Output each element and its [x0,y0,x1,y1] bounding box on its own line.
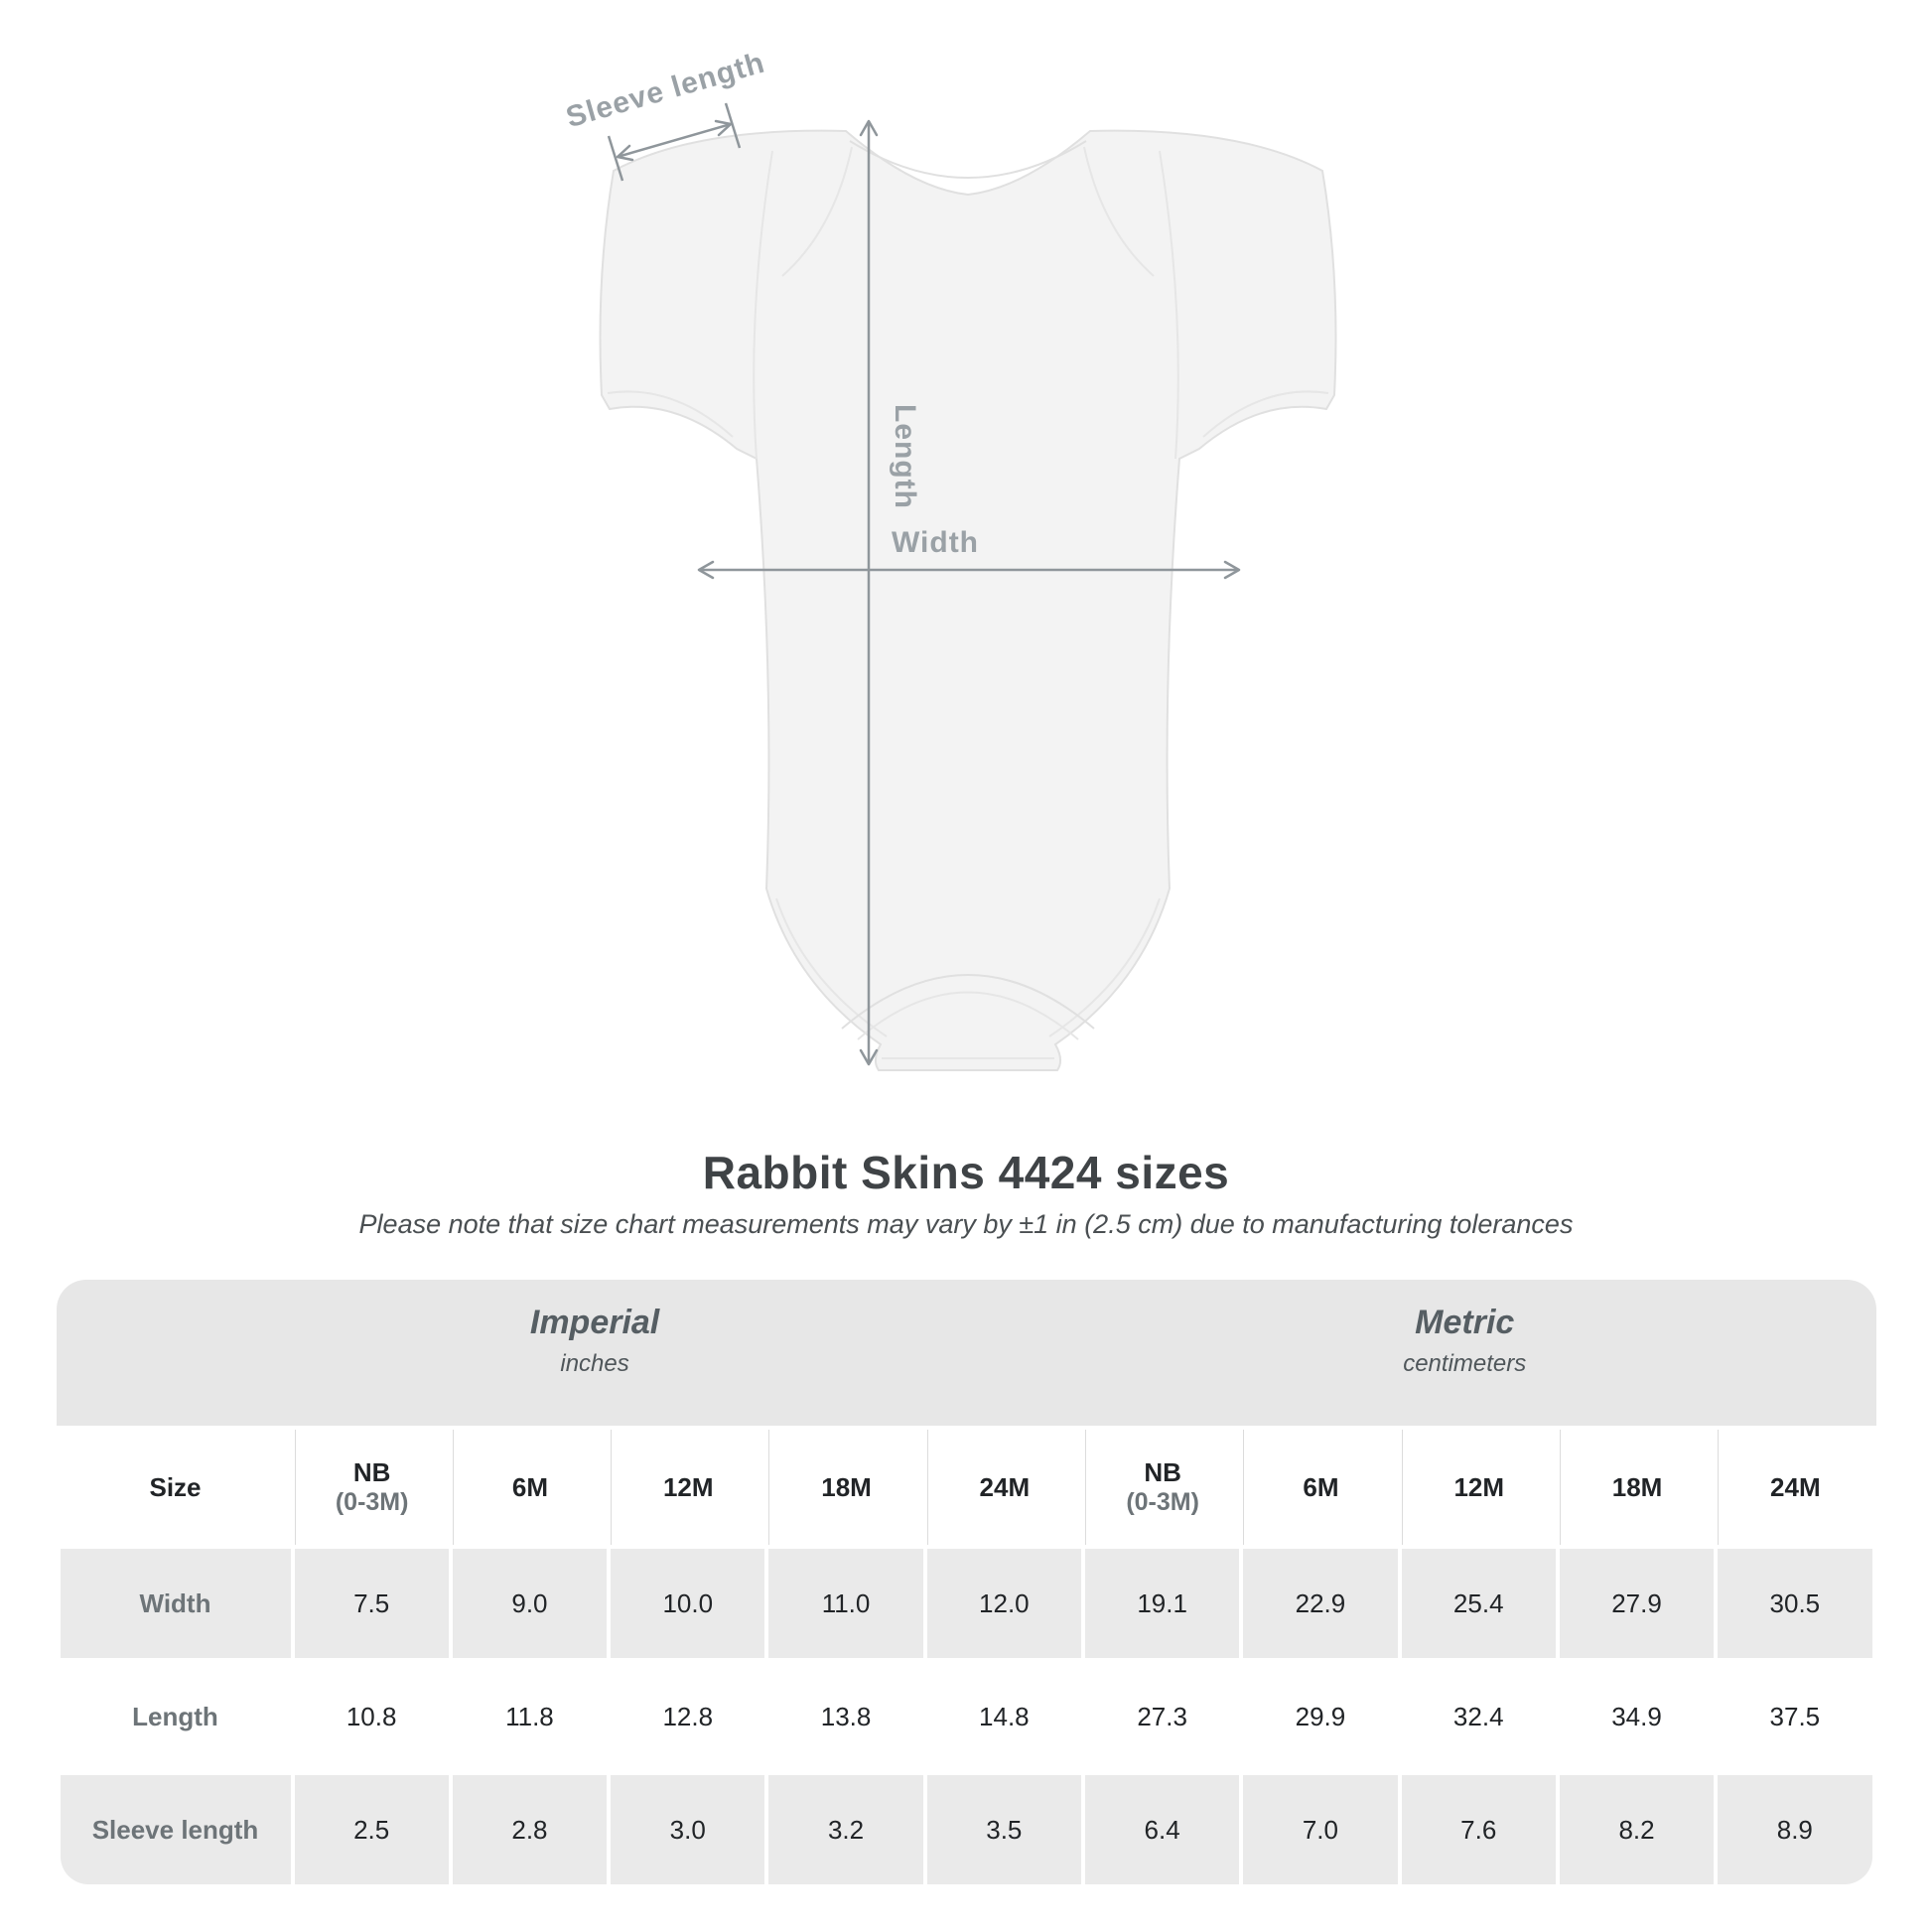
metric-unit: centimeters [1403,1350,1527,1377]
width-value: 25.4 [1401,1549,1556,1658]
width-value: 11.0 [768,1549,923,1658]
size-table-grid: Size NB (0-3M) 6M 12M 18M 24M NB (0-3M) … [57,1426,1876,1888]
right-leg-binding [1048,897,1161,1037]
tolerance-note: Please note that size chart measurements… [358,1209,1574,1239]
sleeve-value: 8.9 [1718,1775,1872,1884]
length-value: 12.8 [611,1662,765,1771]
imperial-header: Imperial inches [530,1304,659,1378]
size-24m-metric: 24M [1718,1430,1872,1545]
width-value: 30.5 [1718,1549,1872,1658]
length-dimension-arrow [859,119,879,1066]
right-cuff-seam [1202,390,1329,438]
metric-label: Metric [1415,1304,1515,1341]
length-value: 14.8 [926,1662,1081,1771]
units-header-band: Imperial inches Metric centimeters [56,1280,1876,1426]
imperial-label: Imperial [529,1304,660,1341]
width-label: Width [892,526,979,559]
size-24m-imperial: 24M [926,1430,1081,1545]
sleeve-value: 3.0 [611,1775,765,1884]
sleeve-value: 8.2 [1559,1775,1715,1884]
length-value: 10.8 [294,1662,449,1771]
crotch-flap-binding [857,991,1079,1040]
length-value: 29.9 [1243,1662,1398,1771]
size-6m-imperial: 6M [452,1430,608,1545]
size-12m-imperial: 12M [611,1430,765,1545]
width-row: Width 7.5 9.0 10.0 11.0 12.0 19.1 22.9 2… [60,1549,1872,1658]
bodysuit-outline [599,129,1337,1071]
width-value: 19.1 [1084,1549,1240,1658]
sleeve-length-label: Sleeve length [563,47,769,135]
left-cuff-seam [607,390,734,438]
length-value: 11.8 [452,1662,608,1771]
left-armhole-seam [753,150,773,460]
width-value: 9.0 [452,1549,608,1658]
width-value: 12.0 [926,1549,1081,1658]
sleeve-row-label: Sleeve length [60,1775,291,1884]
sleeve-dimension-arrow [607,102,742,182]
sleeve-value: 3.2 [768,1775,923,1884]
size-chart: Imperial inches Metric centimeters Size … [56,1280,1876,1888]
size-12m-metric: 12M [1401,1430,1556,1545]
width-dimension-arrow [697,560,1241,580]
width-value: 10.0 [611,1549,765,1658]
right-armhole-seam [1159,150,1179,460]
length-value: 27.3 [1084,1662,1240,1771]
size-6m-metric: 6M [1243,1430,1398,1545]
size-18m-metric: 18M [1559,1430,1715,1545]
length-value: 34.9 [1559,1662,1715,1771]
sleeve-value: 7.0 [1243,1775,1398,1884]
width-value: 22.9 [1243,1549,1398,1658]
size-18m-imperial: 18M [768,1430,923,1545]
sleeve-value: 6.4 [1084,1775,1240,1884]
width-value: 27.9 [1559,1549,1715,1658]
metric-header: Metric centimeters [1403,1304,1526,1378]
page-title: Rabbit Skins 4424 sizes [702,1147,1230,1198]
bodysuit-illustration: Length Width Sleeve length [563,47,1337,1071]
size-nb-imperial: NB (0-3M) [294,1430,449,1545]
length-value: 32.4 [1401,1662,1556,1771]
length-row-label: Length [60,1662,291,1771]
width-row-label: Width [60,1549,291,1658]
size-nb-metric: NB (0-3M) [1084,1430,1240,1545]
length-row: Length 10.8 11.8 12.8 13.8 14.8 27.3 29.… [60,1662,1872,1771]
width-value: 7.5 [294,1549,449,1658]
sleeve-value: 7.6 [1401,1775,1556,1884]
sleeve-value: 2.8 [452,1775,608,1884]
sleeve-length-row: Sleeve length 2.5 2.8 3.0 3.2 3.5 6.4 7.… [60,1775,1872,1884]
right-shoulder-flap-seam [1083,146,1155,277]
size-column-header: Size [60,1430,291,1545]
crotch-flap-seam [841,974,1095,1030]
sleeve-value: 2.5 [294,1775,449,1884]
length-value: 37.5 [1718,1662,1872,1771]
length-label: Length [889,404,921,509]
length-value: 13.8 [768,1662,923,1771]
sleeve-value: 3.5 [926,1775,1081,1884]
imperial-unit: inches [560,1350,629,1377]
size-header-row: Size NB (0-3M) 6M 12M 18M 24M NB (0-3M) … [60,1430,1872,1545]
left-shoulder-flap-seam [781,146,853,277]
neckline-seam [849,140,1087,179]
